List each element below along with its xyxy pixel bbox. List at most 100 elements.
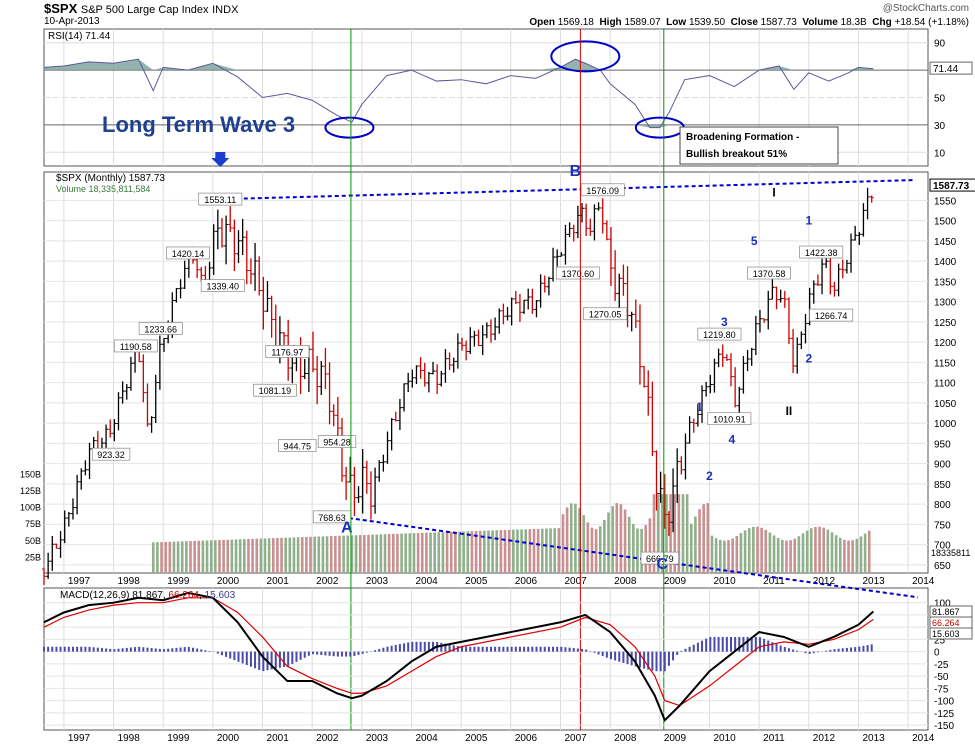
price-tick-label: 900 <box>934 460 951 471</box>
volume-label: Volume <box>802 17 838 28</box>
x-tick-label: 2014 <box>912 576 935 587</box>
volume-bar <box>238 539 242 573</box>
x-tick-label: 2009 <box>664 576 687 587</box>
price-label-box <box>583 307 628 321</box>
macd-hist-bar <box>622 651 625 663</box>
rsi-overbought-fill <box>44 59 874 71</box>
price-tick-label: 650 <box>934 561 951 572</box>
macd-hist-bar <box>88 646 91 652</box>
macd-hist-bar <box>320 651 323 656</box>
volume-bar <box>698 509 701 573</box>
volume-bar <box>540 528 544 573</box>
volume-bar <box>789 540 792 573</box>
wave-label: 1 <box>696 400 703 414</box>
macd-hist-bar <box>489 646 492 652</box>
macd-hist-bar <box>345 651 348 657</box>
volume-bar <box>594 529 598 573</box>
macd-hist-bar <box>750 636 753 652</box>
macd-hist-bar <box>738 636 741 652</box>
macd-hist-bar <box>576 648 579 652</box>
price-label: 1190.58 <box>120 342 152 352</box>
rsi-title: RSI(14) 71.44 <box>48 31 111 42</box>
volume-bar <box>640 528 643 573</box>
volume-bar <box>449 531 453 573</box>
volume-bar <box>288 537 292 573</box>
macd-hist-bar <box>709 636 712 652</box>
macd-hist-bar <box>560 646 563 652</box>
x-tick-label: 2006 <box>515 733 538 744</box>
volume-bar <box>528 529 532 573</box>
macd-hist-bar <box>55 646 58 652</box>
volume-bar <box>747 528 751 573</box>
volume-tick-label: 150B <box>20 469 41 479</box>
exchange: INDX <box>212 4 239 16</box>
wave-label: 4 <box>728 432 735 446</box>
macd-hist-bar <box>92 647 95 652</box>
volume-bar <box>416 533 420 573</box>
price-label-box <box>747 266 792 280</box>
macd-hist-bar <box>105 648 108 652</box>
macd-hist-bar <box>680 650 683 652</box>
wave-label: 1 <box>805 214 812 228</box>
macd-title-part: 81.867 <box>132 590 163 601</box>
volume-current-label: 18335811 <box>931 548 970 558</box>
macd-hist-bar <box>444 643 447 652</box>
macd-hist-bar <box>316 651 319 655</box>
volume-bar <box>305 536 308 573</box>
macd-hist-bar <box>514 646 517 652</box>
macd-hist-bar <box>473 646 476 652</box>
volume-bar <box>867 530 871 573</box>
volume-bar <box>598 526 602 573</box>
volume-bar <box>156 542 159 573</box>
macd-hist-bar <box>353 651 356 656</box>
macd-hist-bar <box>850 647 853 652</box>
volume-bar <box>665 494 668 573</box>
volume-bar <box>632 523 635 573</box>
volume-bar <box>503 529 507 573</box>
x-tick-label: 2010 <box>713 733 736 744</box>
volume-bars <box>151 494 871 573</box>
macd-hist-bar <box>659 651 662 672</box>
volume-bar <box>694 516 697 573</box>
macd-hist-bar <box>808 651 811 654</box>
wave-label: B <box>570 163 582 180</box>
volume-bar <box>809 528 813 573</box>
price-label: 1576.09 <box>586 186 619 196</box>
price-label: 1339.40 <box>207 282 240 292</box>
price-label: 1553.11 <box>204 195 236 205</box>
volume-bar <box>491 530 494 573</box>
price-label: 666.79 <box>646 554 674 564</box>
volume-bar <box>429 532 432 573</box>
chg-value: +18.54 (+1.18%) <box>894 17 970 28</box>
macd-hist-bar <box>787 648 790 652</box>
volume-bar <box>412 533 416 573</box>
macd-hist-bar <box>688 646 691 652</box>
volume-bar <box>338 535 341 573</box>
macd-hist-bar <box>833 649 836 652</box>
macd-line <box>43 591 875 722</box>
x-tick-label: 2004 <box>416 733 439 744</box>
macd-hist-bar <box>237 651 240 662</box>
macd-hist-bar <box>568 647 571 652</box>
volume-bar <box>797 536 801 573</box>
macd-panel <box>43 587 929 731</box>
volume-bar <box>731 538 734 573</box>
high-value: 1589.07 <box>624 17 661 28</box>
volume-bar <box>387 534 391 573</box>
macd-hist-bar <box>76 646 79 652</box>
volume-bar <box>727 540 730 573</box>
macd-current-label: 66.264 <box>932 618 960 628</box>
volume-bar <box>164 541 167 573</box>
macd-hist-bar <box>663 651 666 672</box>
macd-hist-bar <box>456 646 459 652</box>
volume-bar <box>843 539 846 573</box>
rsi-line <box>43 58 874 129</box>
macd-hist-bar <box>829 649 832 652</box>
macd-hist-bar <box>552 646 555 652</box>
volume-bar <box>193 540 196 573</box>
macd-hist-bar <box>361 651 364 654</box>
volume-bar <box>197 540 201 573</box>
volume-bar <box>830 532 834 573</box>
price-label: 1233.66 <box>144 324 177 334</box>
macd-hist-bar <box>498 646 501 652</box>
